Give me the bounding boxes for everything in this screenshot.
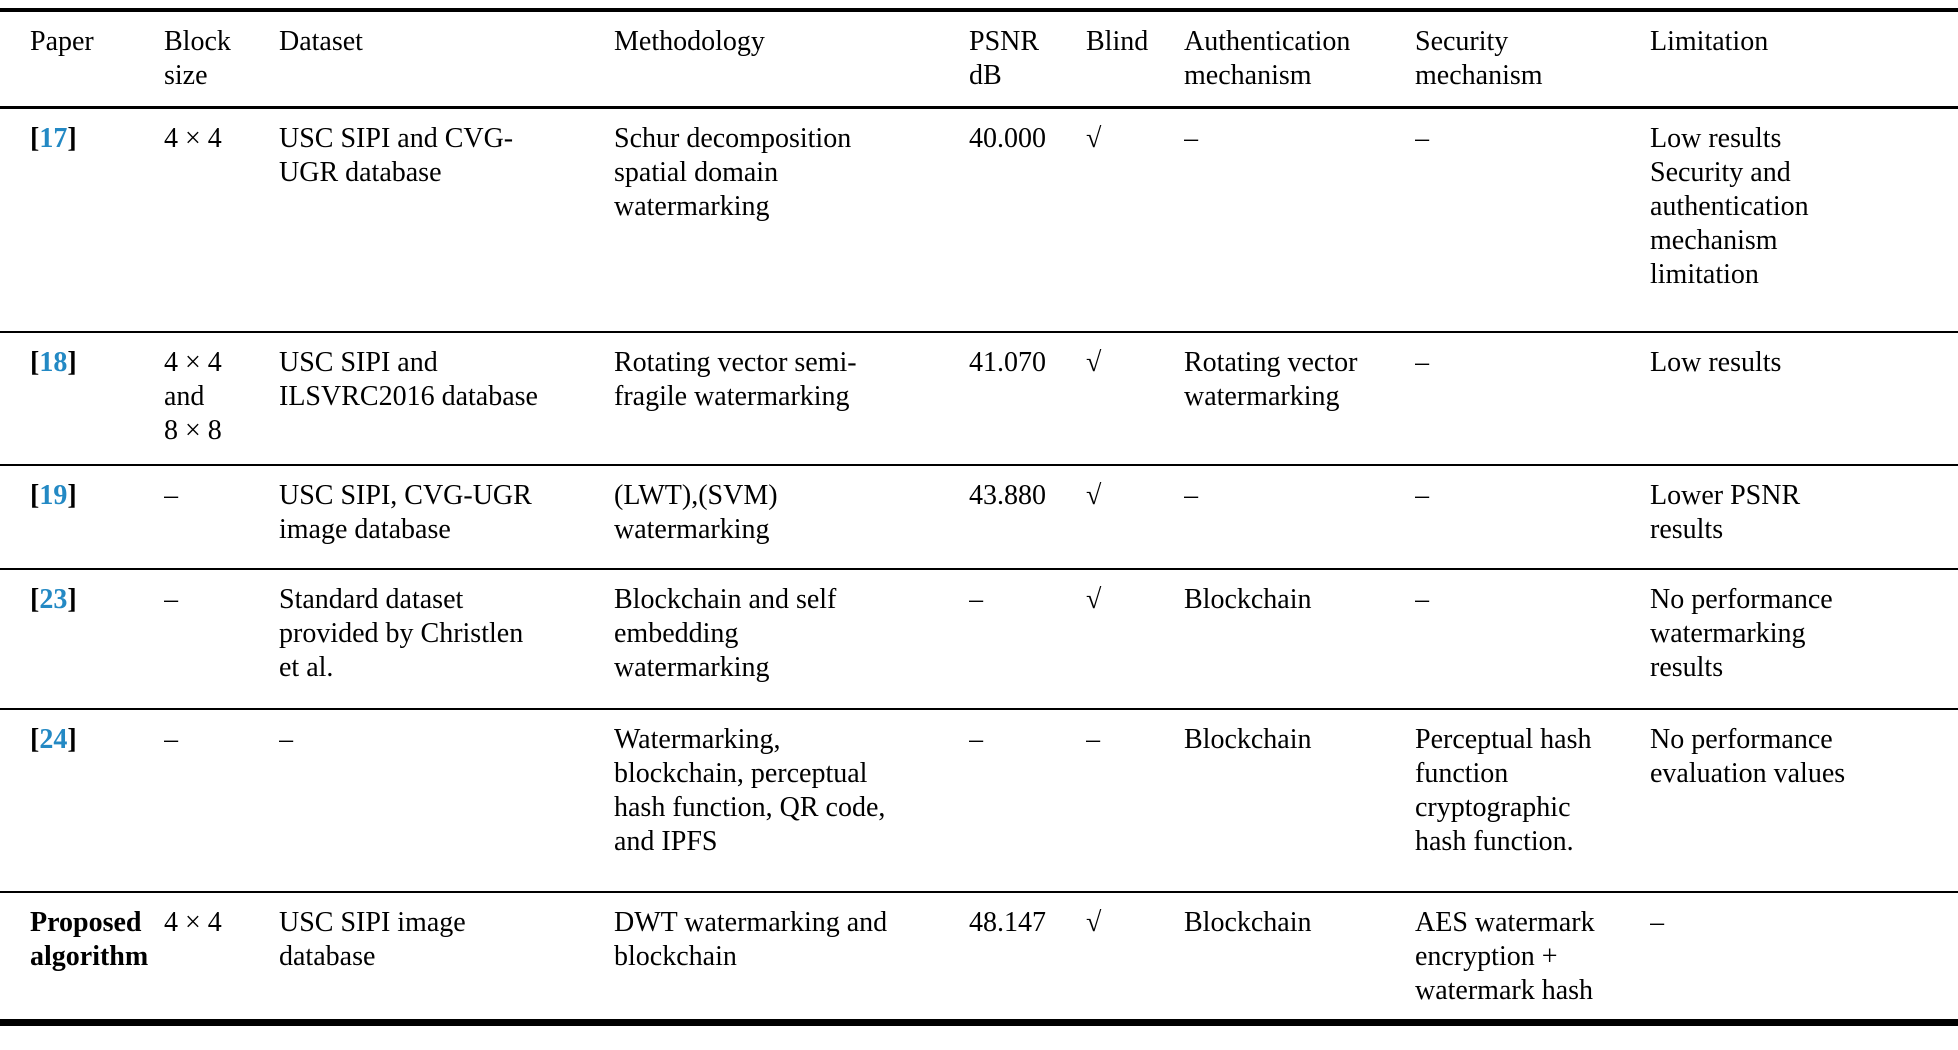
column-header-security: Security mechanism — [1415, 26, 1543, 91]
column-header-blind: Blind — [1086, 26, 1149, 57]
table-row: [23] – Standard dataset provided by Christ… — [0, 569, 1958, 709]
cell-dataset: USC SIPI, CVG-UGR image database — [279, 480, 532, 545]
header-row: Paper Block size Dataset Methodology PSNR dB… — [0, 10, 1958, 107]
cell-dataset: USC SIPI and CVG- UGR database — [279, 122, 514, 188]
citation-link[interactable]: [24] — [30, 724, 77, 755]
cell-block_size: – — [164, 584, 178, 615]
column-header-methodology: Methodology — [614, 26, 765, 57]
citation-number[interactable]: 18 — [39, 347, 68, 378]
table-row: [24] – – Watermarking, blockchain, perceptu… — [0, 709, 1958, 892]
table-row: [19] – USC SIPI, CVG-UGR image database (LW… — [0, 465, 1958, 569]
cell-paper: [23] — [0, 569, 164, 709]
citation-link[interactable]: [19] — [30, 480, 77, 511]
cell-psnr: – — [969, 724, 983, 755]
cell-block_size: 4 × 4 — [164, 907, 222, 938]
cell-paper: [17] — [0, 107, 164, 332]
cell-dataset: USC SIPI and ILSVRC2016 database — [279, 347, 538, 412]
cell-blind: – — [1086, 724, 1100, 755]
comparison-table: Paper Block size Dataset Methodology PSNR dB… — [0, 8, 1958, 1026]
cell-security: – — [1415, 584, 1429, 615]
cell-blind: √ — [1086, 122, 1102, 154]
cell-auth: – — [1184, 122, 1198, 154]
cell-auth: Blockchain — [1184, 907, 1312, 938]
cell-paper: [19] — [0, 465, 164, 569]
cell-psnr: 48.147 — [969, 907, 1046, 938]
proposed-algorithm-label: Proposed algorithm — [30, 907, 149, 972]
cell-block_size: – — [164, 480, 178, 511]
cell-limitation: Low results — [1650, 347, 1782, 378]
cell-psnr: 41.070 — [969, 347, 1046, 378]
cell-methodology: (LWT),(SVM) watermarking — [614, 480, 778, 545]
cell-auth: Blockchain — [1184, 724, 1312, 755]
citation-number[interactable]: 17 — [39, 122, 68, 154]
column-header-psnr: PSNR dB — [969, 26, 1040, 91]
cell-auth: Blockchain — [1184, 584, 1312, 615]
table-row: [18] 4 × 4 and 8 × 8 USC SIPI and ILSVRC20… — [0, 332, 1958, 465]
cell-dataset: – — [279, 724, 293, 755]
column-header-auth: Authentication mechanism — [1184, 26, 1351, 91]
cell-methodology: DWT watermarking and blockchain — [614, 907, 888, 972]
cell-blind: √ — [1086, 907, 1102, 938]
cell-methodology: Schur decomposition spatial domain water… — [614, 122, 852, 222]
cell-paper: [18] — [0, 332, 164, 465]
cell-psnr: – — [969, 584, 983, 615]
citation-number[interactable]: 23 — [39, 584, 68, 615]
citation-number[interactable]: 24 — [39, 724, 68, 755]
cell-blind: √ — [1086, 347, 1102, 378]
cell-paper: Proposed algorithm — [0, 892, 164, 1022]
column-header-limitation: Limitation — [1650, 26, 1769, 57]
cell-security: Perceptual hash function cryptographic h… — [1415, 724, 1592, 857]
column-header-block_size: Block size — [164, 26, 231, 91]
cell-limitation: Low results Security and authentication … — [1650, 122, 1809, 290]
cell-blind: √ — [1086, 584, 1102, 615]
table-header: Paper Block size Dataset Methodology PSNR dB… — [0, 10, 1958, 107]
cell-block_size: 4 × 4 and 8 × 8 — [164, 347, 222, 446]
citation-number[interactable]: 19 — [39, 480, 68, 511]
cell-dataset: Standard dataset provided by Christlen e… — [279, 584, 524, 683]
citation-link[interactable]: [17] — [30, 122, 77, 154]
cell-block_size: 4 × 4 — [164, 122, 222, 154]
cell-security: – — [1415, 480, 1429, 511]
cell-psnr: 43.880 — [969, 480, 1046, 511]
cell-auth: – — [1184, 480, 1198, 511]
citation-link[interactable]: [23] — [30, 584, 77, 615]
cell-limitation: Lower PSNR results — [1650, 480, 1801, 545]
cell-security: – — [1415, 347, 1429, 378]
cell-methodology: Blockchain and self embedding watermarki… — [614, 584, 837, 683]
cell-block_size: – — [164, 724, 178, 755]
cell-paper: [24] — [0, 709, 164, 892]
cell-auth: Rotating vector watermarking — [1184, 347, 1358, 412]
table-row: Proposed algorithm 4 × 4 USC SIPI image da… — [0, 892, 1958, 1022]
table-body: [17] 4 × 4 USC SIPI and CVG- UGR database S… — [0, 107, 1958, 1022]
column-header-paper: Paper — [30, 26, 94, 57]
cell-limitation: No performance watermarking results — [1650, 584, 1833, 683]
cell-limitation: No performance evaluation values — [1650, 724, 1846, 789]
cell-limitation: – — [1650, 907, 1664, 938]
cell-security: – — [1415, 122, 1429, 154]
cell-blind: √ — [1086, 480, 1102, 511]
cell-dataset: USC SIPI image database — [279, 907, 466, 972]
cell-methodology: Rotating vector semi- fragile watermarki… — [614, 347, 857, 412]
citation-link[interactable]: [18] — [30, 347, 77, 378]
column-header-dataset: Dataset — [279, 26, 363, 57]
table-row: [17] 4 × 4 USC SIPI and CVG- UGR database S… — [0, 107, 1958, 332]
cell-psnr: 40.000 — [969, 122, 1046, 154]
cell-security: AES watermark encryption + watermark has… — [1415, 907, 1595, 1006]
cell-methodology: Watermarking, blockchain, perceptual has… — [614, 724, 886, 857]
